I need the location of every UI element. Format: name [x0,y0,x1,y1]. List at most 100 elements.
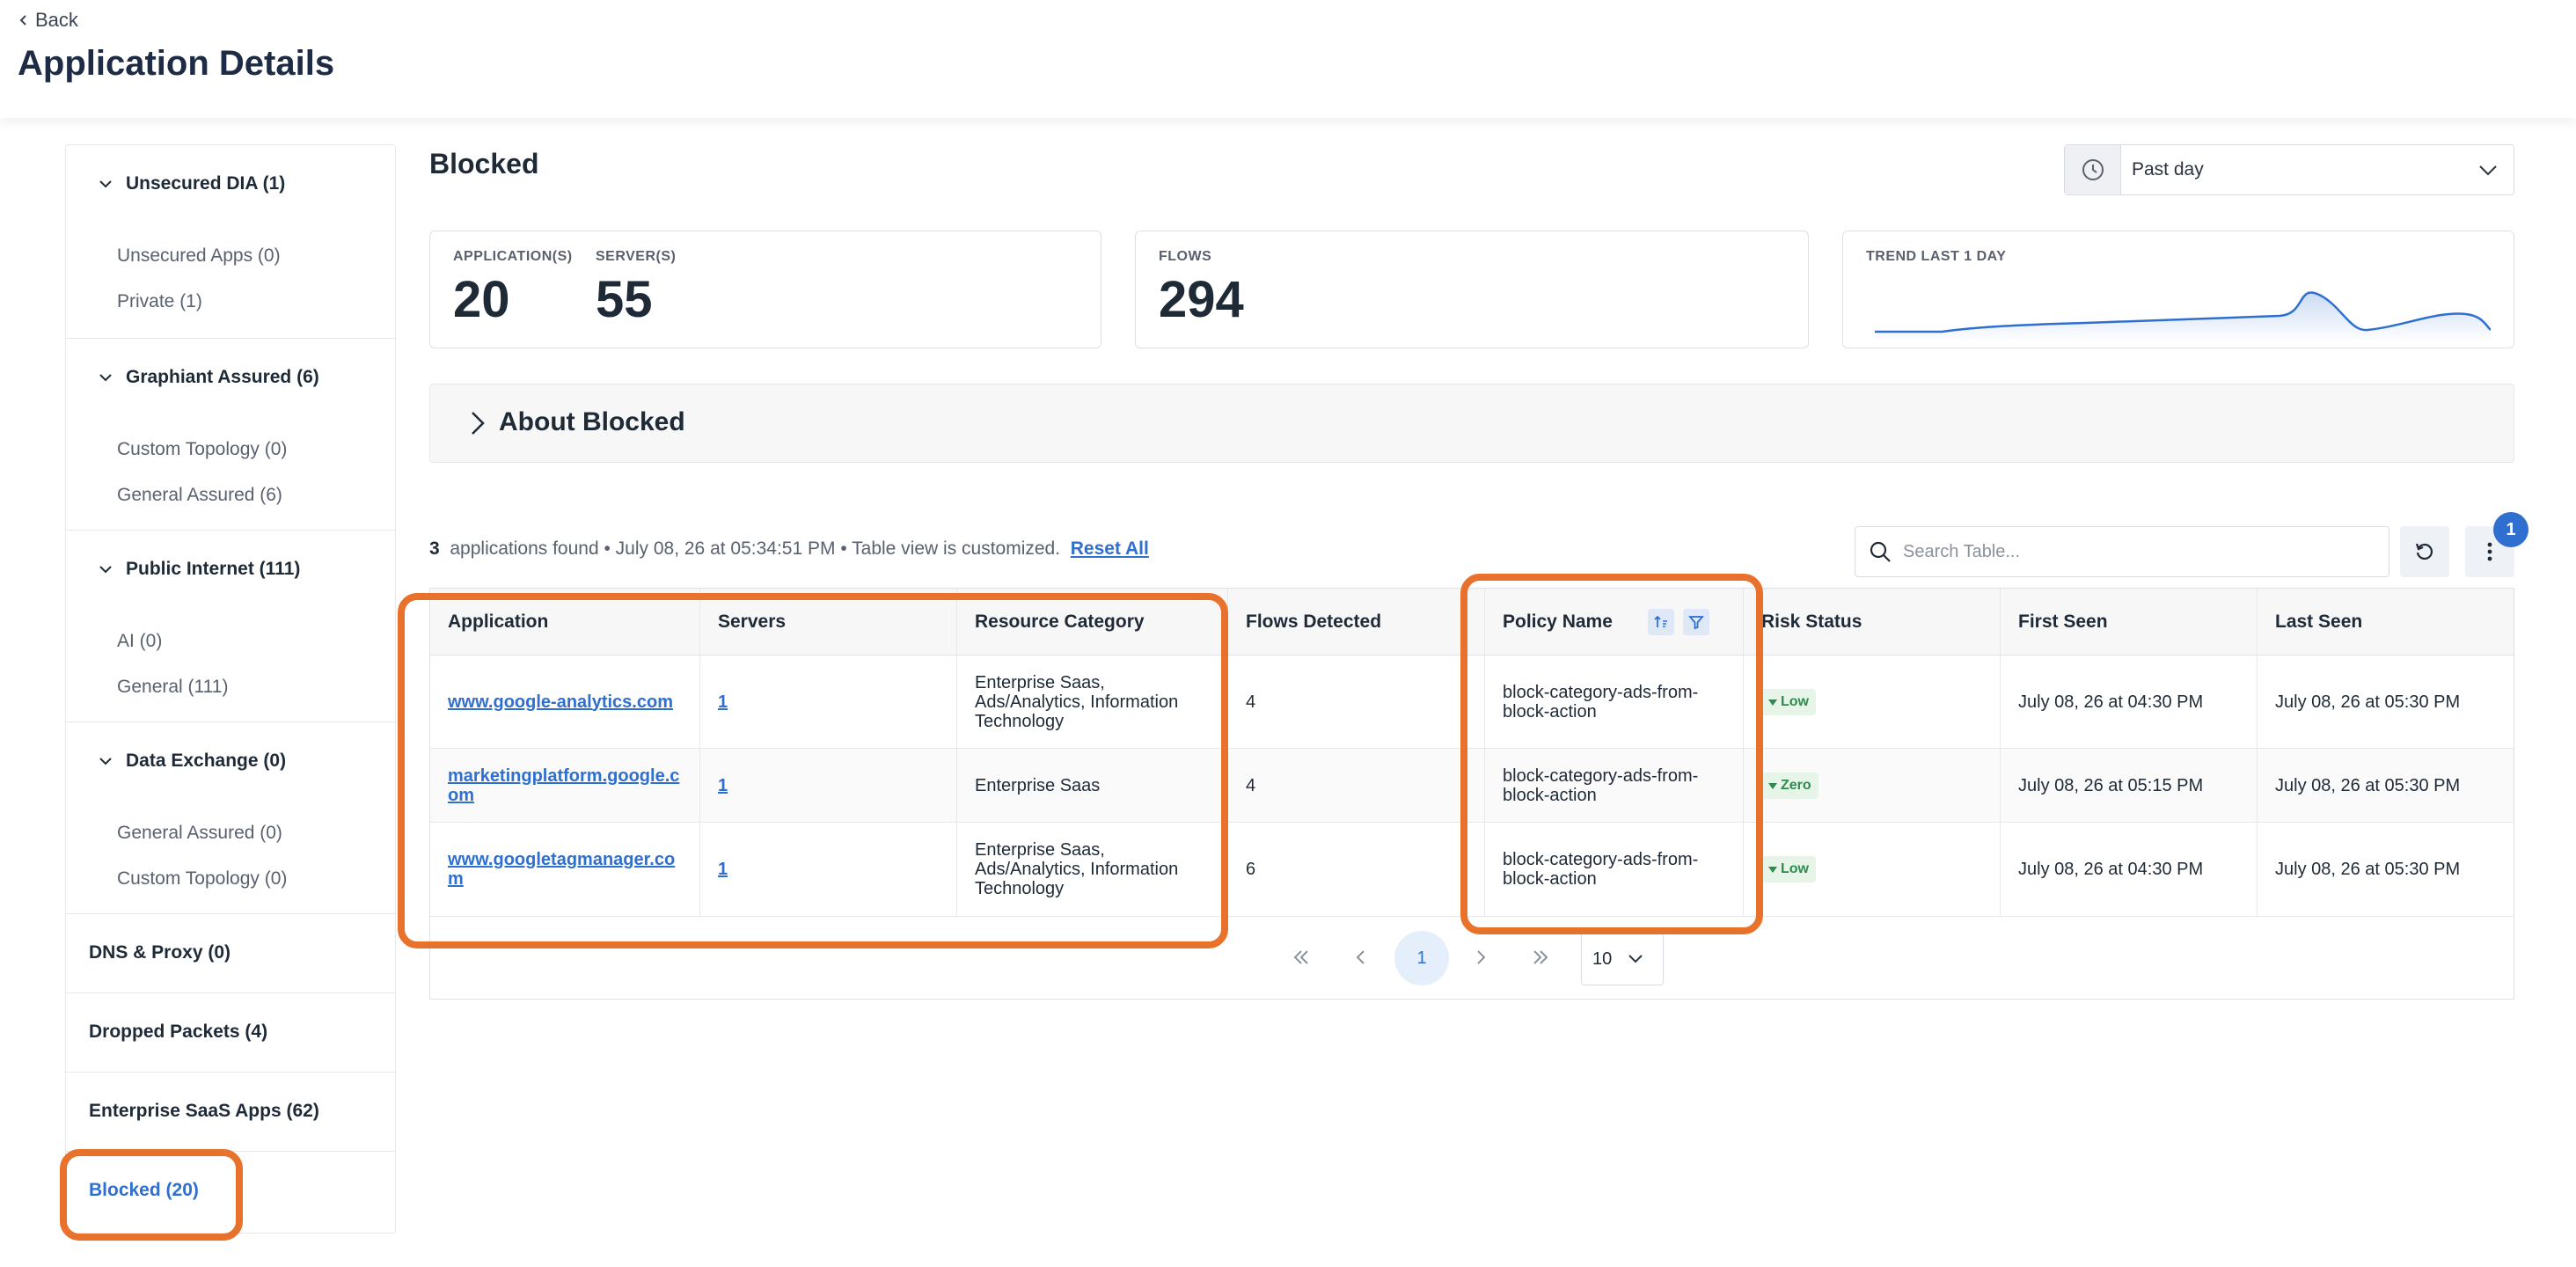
risk-label: Low [1781,693,1809,709]
top-bar: Back Application Details [0,0,2576,118]
about-blocked-accordion[interactable]: About Blocked [429,384,2514,463]
sidebar-item-label: DNS & Proxy (0) [89,942,231,963]
sidebar-item-label: Dropped Packets (4) [89,1022,268,1042]
flows-detected: 6 [1246,860,1256,879]
sidebar-item-dns-proxy[interactable]: DNS & Proxy (0) [66,914,395,993]
servers-link[interactable]: 1 [718,860,728,879]
results-text: applications found • July 08, 26 at 05:3… [450,538,1061,559]
first-seen: July 08, 26 at 05:15 PM [2018,775,2204,795]
filter-button[interactable] [1682,609,1709,635]
chevron-right-icon [1477,950,1486,964]
refresh-icon [2415,543,2433,560]
sidebar-item-custom-topology[interactable]: Custom Topology (0) [117,868,288,889]
search-input[interactable] [1903,541,2360,562]
col-policy-name[interactable]: Policy Name [1485,589,1744,655]
resource-category: Enterprise Saas, Ads/Analytics, Informat… [975,840,1179,898]
sidebar-item-unsecured-apps[interactable]: Unsecured Apps (0) [117,245,281,266]
policy-name: block-category-ads-from-block-action [1503,765,1699,805]
about-label: About Blocked [499,407,685,436]
section-title: Blocked [429,148,539,179]
trend-label: TREND LAST 1 DAY [1866,249,2007,264]
chevron-down-icon [99,180,112,188]
sort-icon [1654,615,1667,627]
results-count: 3 [429,538,440,559]
back-link[interactable]: Back [18,9,78,32]
application-link[interactable]: www.google-analytics.com [448,692,673,712]
sidebar-group-public-internet: Public Internet (111) AI (0) General (11… [66,531,395,722]
next-page-button[interactable] [1454,931,1507,984]
col-first-seen[interactable]: First Seen [2001,589,2258,655]
table-header: Application Servers Resource Category Fl… [430,589,2514,655]
first-seen: July 08, 26 at 04:30 PM [2018,860,2204,879]
first-page-button[interactable] [1275,931,1328,984]
applications-table: Application Servers Resource Category Fl… [429,588,2514,1000]
resource-category: Enterprise Saas, Ads/Analytics, Informat… [975,672,1179,731]
table-row: www.google-analytics.com 1 Enterprise Sa… [430,655,2514,749]
sidebar-item-dropped-packets[interactable]: Dropped Packets (4) [66,993,395,1073]
sidebar-item-enterprise-saas[interactable]: Enterprise SaaS Apps (62) [66,1073,395,1152]
sidebar-item-custom-topology[interactable]: Custom Topology (0) [117,439,288,459]
risk-badge: Zero [1761,772,1819,799]
sidebar-item-ai[interactable]: AI (0) [117,631,163,651]
policy-name: block-category-ads-from-block-action [1503,682,1699,721]
last-page-button[interactable] [1514,931,1567,984]
sidebar-item-general-assured[interactable]: General Assured (6) [117,485,282,505]
sidebar-group-graphiant-assured: Graphiant Assured (6) Custom Topology (0… [66,339,395,531]
sort-button[interactable] [1647,609,1674,635]
trend-sparkline [1875,291,2491,342]
col-risk-status[interactable]: Risk Status [1744,589,2001,655]
sidebar-group-toggle[interactable]: Data Exchange (0) [98,751,286,772]
sidebar-group-label: Unsecured DIA (1) [126,173,286,194]
sidebar-group-unsecured-dia: Unsecured DIA (1) Unsecured Apps (0) Pri… [66,145,395,339]
flows-detected: 4 [1246,692,1256,712]
reset-all-link[interactable]: Reset All [1070,538,1149,559]
settings-badge: 1 [2493,512,2528,547]
col-last-seen[interactable]: Last Seen [2275,612,2363,632]
sidebar-group-label: Graphiant Assured (6) [126,367,319,387]
page-size-select[interactable]: 10 [1581,933,1664,985]
first-seen: July 08, 26 at 04:30 PM [2018,692,2204,712]
resource-category: Enterprise Saas [975,775,1101,795]
application-link[interactable]: marketingplatform.google.com [448,765,680,805]
refresh-button[interactable] [2400,526,2449,577]
clock-icon-wrap [2065,145,2121,194]
col-flows-detected[interactable]: Flows Detected [1228,589,1485,655]
sidebar-group-toggle[interactable]: Graphiant Assured (6) [98,367,319,388]
last-seen: July 08, 26 at 05:30 PM [2275,775,2461,795]
sidebar-item-general[interactable]: General (111) [117,677,229,697]
col-servers[interactable]: Servers [700,589,957,655]
sidebar-item-private[interactable]: Private (1) [117,291,202,311]
prev-page-button[interactable] [1335,931,1387,984]
sidebar: Unsecured DIA (1) Unsecured Apps (0) Pri… [65,144,396,1234]
application-link[interactable]: www.googletagmanager.com [448,850,676,889]
chevron-left-icon [19,15,26,26]
sidebar-group-toggle[interactable]: Unsecured DIA (1) [98,173,285,194]
sidebar-group-toggle[interactable]: Public Internet (111) [98,559,300,580]
col-resource-category[interactable]: Resource Category [957,589,1228,655]
table-row: marketingplatform.google.com 1 Enterpris… [430,749,2514,823]
applications-value: 20 [453,271,510,328]
chevron-down-icon [99,374,112,382]
servers-value: 55 [596,271,653,328]
risk-label: Zero [1781,777,1811,793]
sidebar-group-label: Data Exchange (0) [126,751,287,771]
sidebar-item-blocked[interactable]: Blocked (20) [66,1152,395,1231]
servers-label: SERVER(S) [596,249,677,264]
last-seen: July 08, 26 at 05:30 PM [2275,692,2461,712]
triangle-down-icon [1768,782,1777,789]
chevrons-right-icon [1533,950,1548,964]
flows-detected: 4 [1246,775,1256,795]
risk-badge: Low [1761,856,1816,883]
pagination: 1 10 [430,916,2514,1000]
time-range-select[interactable]: Past day [2064,144,2514,195]
flows-label: FLOWS [1159,249,1212,264]
risk-badge: Low [1761,688,1816,715]
servers-link[interactable]: 1 [718,692,728,712]
col-application[interactable]: Application [430,589,700,655]
page-size-value: 10 [1592,948,1613,969]
servers-link[interactable]: 1 [718,775,728,795]
table-row: www.googletagmanager.com 1 Enterprise Sa… [430,823,2514,916]
flows-value: 294 [1159,271,1244,328]
current-page[interactable]: 1 [1394,931,1449,985]
sidebar-item-general-assured[interactable]: General Assured (0) [117,823,282,843]
